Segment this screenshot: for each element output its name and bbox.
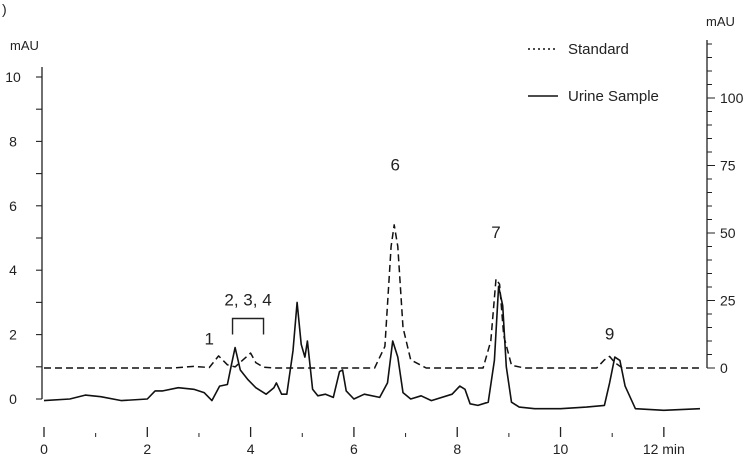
standard-series-line: [44, 224, 700, 369]
urine-sample-series-line: [43, 285, 701, 412]
legend-label: Standard: [568, 41, 629, 58]
series-group: [43, 224, 701, 412]
peak-label: 7: [491, 223, 500, 242]
panel-label: ): [2, 1, 7, 17]
legend-group: Standard Urine Sample: [528, 41, 659, 105]
left-tick-label: 6: [9, 198, 17, 214]
right-tick-label: 0: [720, 360, 728, 376]
left-tick-label: 4: [9, 262, 17, 278]
left-tick-label: 8: [9, 133, 17, 149]
left-tick-label: 10: [5, 69, 21, 85]
x-tick-label: 4: [247, 441, 255, 455]
left-axis-unit: mAU: [10, 38, 39, 53]
peak-group-bracket: [231, 317, 265, 335]
right-axis-unit: mAU: [706, 14, 735, 29]
peak-label: 6: [391, 155, 400, 174]
right-tick-label: 25: [720, 293, 736, 309]
annotations-group: 1 2, 3, 4 6 7 9: [205, 155, 615, 348]
x-tick-label: 0: [40, 441, 48, 455]
legend-label: Urine Sample: [568, 88, 659, 105]
right-tick-label: 100: [720, 90, 744, 106]
x-tick-label: 10: [553, 441, 569, 455]
right-tick-label: 50: [720, 225, 736, 241]
left-tick-label: 0: [9, 391, 17, 407]
x-tick-label: 12 min: [643, 441, 685, 455]
peak-label: 9: [605, 324, 614, 343]
peak-label: 2, 3, 4: [224, 291, 271, 310]
x-tick-label: 2: [143, 441, 151, 455]
peak-label: 1: [205, 329, 214, 348]
left-tick-label: 2: [9, 327, 17, 343]
x-tick-label: 8: [453, 441, 461, 455]
right-tick-label: 75: [720, 158, 736, 174]
x-tick-label: 6: [350, 441, 358, 455]
